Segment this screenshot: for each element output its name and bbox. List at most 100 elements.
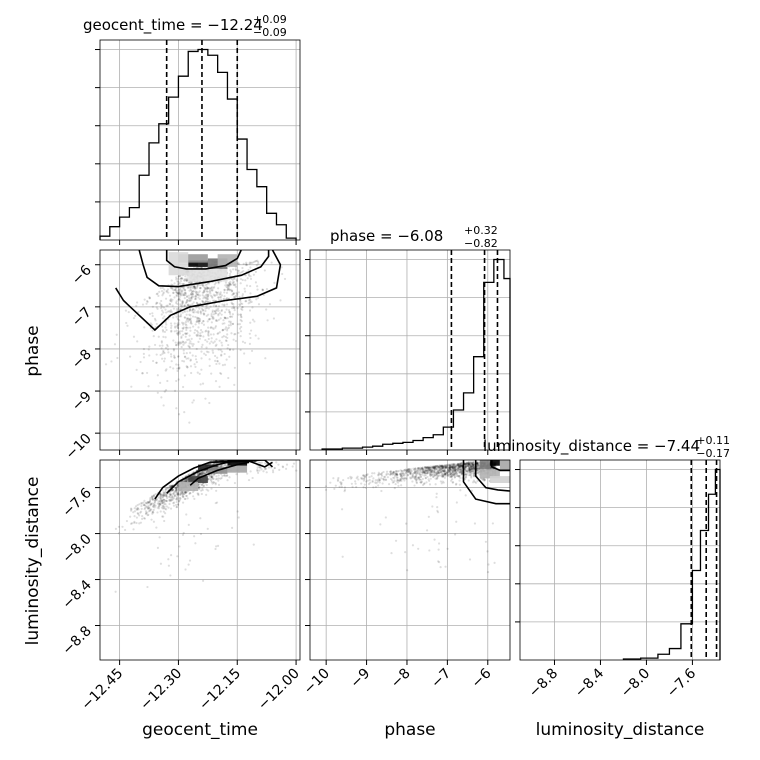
scatter-time-phase-point bbox=[195, 291, 198, 294]
scatter-time-phase-point bbox=[208, 287, 211, 290]
scatter-time-phase-point bbox=[229, 283, 232, 286]
scatter-phase-distance-point bbox=[388, 470, 392, 473]
scatter-phase-distance-point bbox=[459, 464, 462, 468]
scatter-phase-distance-point bbox=[470, 467, 473, 471]
scatter-time-phase-point bbox=[190, 322, 193, 325]
scatter-time-distance-density-0 bbox=[227, 460, 248, 466]
scatter-time-phase-point bbox=[155, 322, 158, 326]
scatter-time-phase-point bbox=[199, 312, 203, 315]
scatter-phase-distance-point bbox=[429, 470, 432, 473]
scatter-phase-distance-point bbox=[293, 482, 295, 484]
scatter-phase-distance-point bbox=[403, 474, 406, 477]
scatter-time-phase-point bbox=[186, 304, 190, 307]
scatter-time-distance-point bbox=[165, 487, 168, 490]
scatter-time-phase-point bbox=[217, 291, 220, 294]
scatter-time-distance-point bbox=[150, 496, 153, 499]
scatter-time-phase-point bbox=[181, 330, 184, 333]
scatter-phase-distance-point bbox=[468, 467, 471, 471]
scatter-time-phase-point bbox=[207, 282, 211, 285]
scatter-time-phase-point bbox=[239, 315, 243, 318]
scatter-time-phase-point bbox=[261, 288, 264, 291]
ylabel-phase: phase bbox=[23, 325, 43, 376]
scatter-time-distance-point bbox=[174, 489, 177, 492]
scatter-time-distance-point bbox=[172, 492, 175, 495]
scatter-phase-distance-point bbox=[472, 475, 475, 478]
scatter-time-distance-point bbox=[291, 465, 294, 468]
scatter-time-phase-point bbox=[176, 280, 179, 283]
scatter-phase-distance-point bbox=[443, 470, 446, 473]
scatter-phase-distance-point bbox=[418, 468, 421, 471]
scatter-phase-distance-point bbox=[458, 466, 461, 469]
scatter-time-phase-point bbox=[248, 262, 251, 265]
scatter-phase-distance-point bbox=[472, 467, 475, 470]
scatter-time-distance-point bbox=[162, 500, 165, 504]
scatter-phase-distance-point bbox=[452, 469, 455, 473]
scatter-time-phase-point bbox=[223, 316, 226, 319]
scatter-phase-distance-point bbox=[417, 472, 420, 475]
scatter-phase-distance-point bbox=[467, 479, 470, 482]
scatter-phase-distance-point bbox=[447, 474, 450, 477]
scatter-time-phase-point bbox=[280, 266, 283, 269]
scatter-time-phase-point bbox=[205, 296, 208, 299]
scatter-time-phase-point bbox=[252, 273, 255, 276]
scatter-phase-distance-point bbox=[457, 464, 460, 468]
scatter-time-phase-point bbox=[218, 311, 221, 315]
scatter-time-phase-point bbox=[223, 288, 226, 291]
scatter-time-distance-point bbox=[176, 492, 180, 495]
scatter-time-phase-point bbox=[226, 288, 229, 291]
scatter-phase-distance-point bbox=[440, 469, 443, 472]
scatter-time-phase-point bbox=[160, 313, 163, 316]
scatter-phase-distance-point bbox=[342, 478, 345, 482]
scatter-phase-distance-point bbox=[396, 479, 400, 482]
scatter-time-phase-point bbox=[171, 286, 174, 290]
scatter-time-phase-point bbox=[235, 294, 238, 297]
scatter-phase-distance-point bbox=[401, 472, 404, 475]
scatter-time-phase-point bbox=[227, 281, 231, 285]
scatter-time-distance-point bbox=[197, 486, 200, 489]
scatter-phase-distance-point bbox=[450, 479, 453, 482]
scatter-time-phase-point bbox=[177, 340, 180, 344]
scatter-time-phase-point bbox=[180, 277, 183, 280]
scatter-time-phase-point bbox=[212, 317, 215, 320]
scatter-time-phase-point bbox=[188, 313, 191, 316]
scatter-time-phase-point bbox=[164, 297, 168, 300]
scatter-time-distance-point bbox=[184, 479, 187, 482]
scatter-phase-distance-point bbox=[447, 470, 450, 473]
scatter-time-distance-point bbox=[192, 495, 195, 498]
scatter-time-distance-point bbox=[139, 510, 143, 513]
scatter-phase-distance-point bbox=[417, 476, 420, 479]
title-luminosity-distance-sup: +0.11 bbox=[696, 434, 730, 447]
scatter-time-phase-point bbox=[229, 269, 232, 272]
scatter-phase-distance-point bbox=[394, 539, 398, 542]
scatter-time-phase-point bbox=[185, 313, 188, 316]
scatter-phase-distance-point bbox=[409, 469, 412, 472]
scatter-time-phase-point bbox=[176, 324, 179, 327]
scatter-time-phase-point bbox=[209, 305, 212, 308]
scatter-time-phase-point bbox=[141, 303, 145, 306]
scatter-time-distance-point bbox=[161, 501, 164, 504]
scatter-phase-distance-point bbox=[430, 465, 434, 468]
scatter-time-phase-point bbox=[160, 396, 163, 399]
scatter-phase-distance-point bbox=[339, 481, 342, 484]
scatter-phase-distance-point bbox=[452, 462, 455, 466]
scatter-phase-distance-point bbox=[395, 472, 398, 475]
scatter-time-phase-point bbox=[145, 302, 148, 305]
scatter-time-phase-point bbox=[158, 290, 161, 293]
scatter-phase-distance-point bbox=[456, 474, 459, 478]
scatter-phase-distance-point bbox=[454, 468, 457, 471]
scatter-phase-distance-point bbox=[391, 481, 394, 484]
scatter-phase-distance-point bbox=[404, 477, 407, 480]
scatter-time-phase-point bbox=[159, 306, 163, 310]
scatter-time-distance-point bbox=[197, 492, 200, 495]
scatter-phase-distance-point bbox=[430, 470, 433, 473]
scatter-time-phase-point bbox=[193, 287, 196, 290]
scatter-phase-distance-point bbox=[397, 484, 400, 487]
scatter-time-phase-point bbox=[215, 309, 218, 313]
scatter-phase-distance-point bbox=[431, 469, 434, 472]
scatter-phase-distance-point bbox=[448, 466, 451, 469]
hist-phase-panel bbox=[305, 249, 511, 455]
scatter-time-phase-point bbox=[211, 349, 214, 352]
scatter-phase-distance-point bbox=[426, 472, 429, 475]
scatter-phase-distance-point bbox=[444, 473, 447, 476]
scatter-phase-distance-point bbox=[393, 474, 397, 478]
